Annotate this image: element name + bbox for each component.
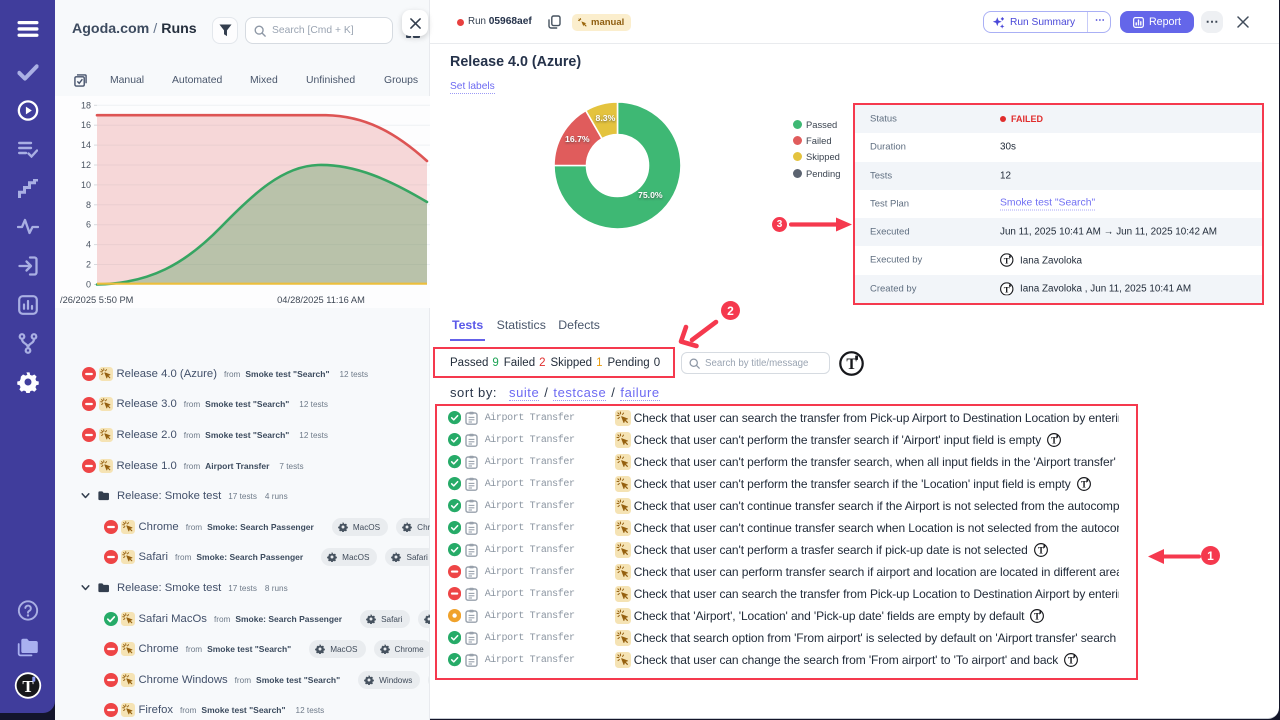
svg-text:8: 8 (86, 200, 91, 210)
svg-text:T: T (1004, 256, 1010, 266)
svg-text:16: 16 (81, 120, 91, 130)
svg-text:6: 6 (86, 220, 91, 230)
svg-text:04/28/2025 11:16 AM: 04/28/2025 11:16 AM (277, 295, 365, 305)
svg-text:2: 2 (86, 260, 91, 270)
svg-text:12: 12 (81, 160, 91, 170)
svg-text:T: T (846, 356, 857, 373)
svg-text:0: 0 (86, 280, 91, 290)
svg-text:T: T (1051, 435, 1057, 445)
svg-text:14: 14 (81, 140, 91, 150)
svg-text:18: 18 (81, 100, 91, 110)
svg-text:T: T (1034, 611, 1040, 621)
svg-text:T: T (1038, 545, 1044, 555)
svg-text:4: 4 (86, 240, 91, 250)
svg-text:T: T (1068, 655, 1074, 665)
svg-text:T: T (1004, 284, 1010, 294)
svg-text:/26/2025 5:50 PM: /26/2025 5:50 PM (60, 295, 133, 305)
svg-text:T: T (1081, 479, 1087, 489)
svg-text:T: T (22, 677, 34, 696)
svg-text:10: 10 (81, 180, 91, 190)
